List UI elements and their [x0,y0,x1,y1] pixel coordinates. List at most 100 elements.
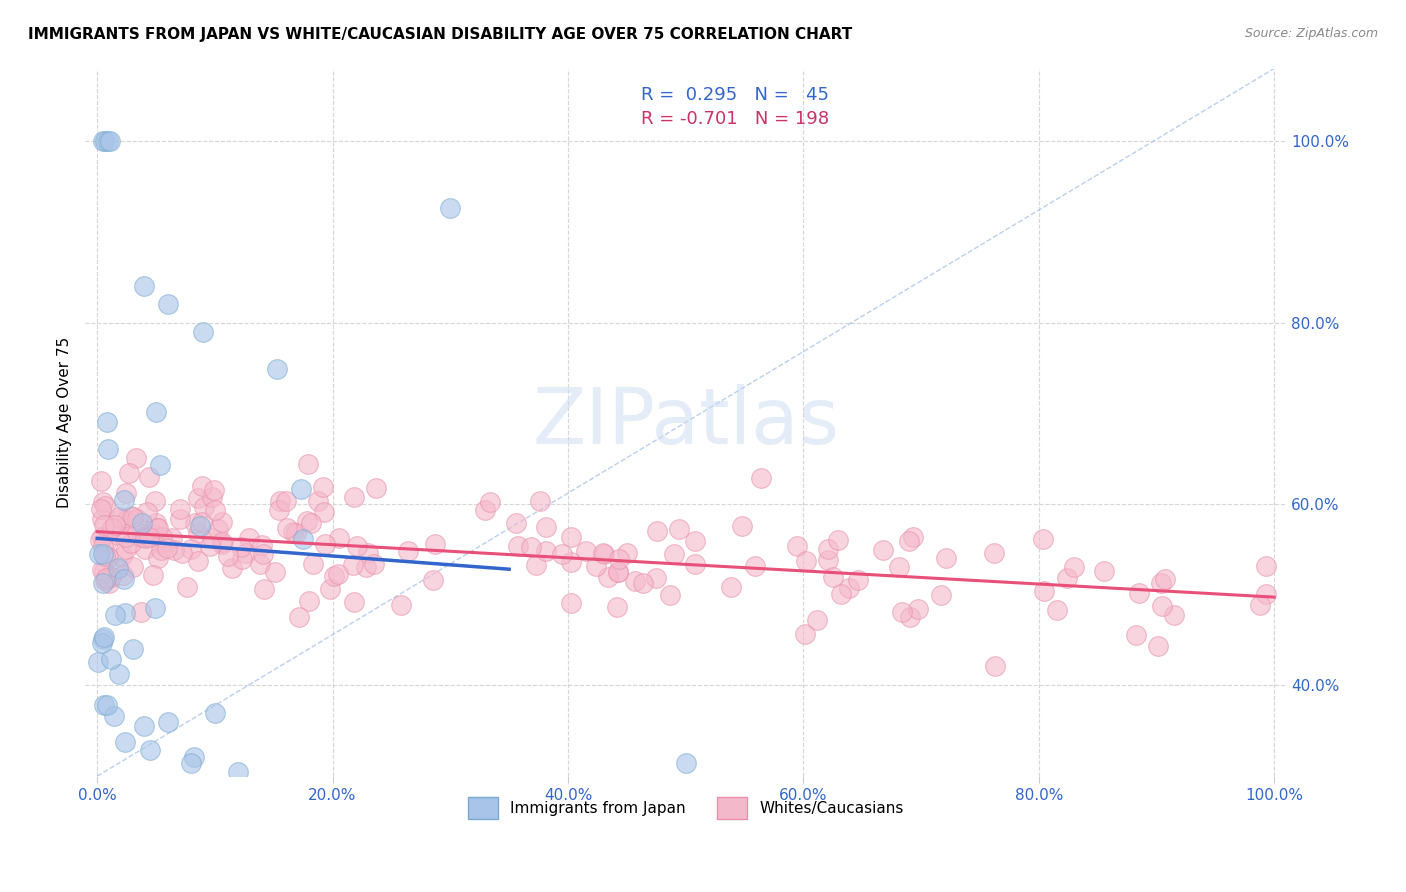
Point [97,442,120,456]
Point [149,458,172,472]
Point [534,520,557,534]
Point [135,527,157,541]
Point [264,565,287,579]
Point [101,521,124,535]
Text: R = -0.701   N = 198: R = -0.701 N = 198 [641,111,830,128]
Point [150,530,173,544]
Point [363,557,385,571]
Point [314,537,336,551]
Point [238,531,260,545]
Point [180,756,202,770]
Point [97,569,120,583]
Point [134,531,156,545]
Point [297,514,319,528]
Point [156,297,179,311]
Point [100,652,122,666]
Point [281,524,304,539]
Point [145,516,167,531]
Point [180,541,202,556]
Point [342,491,364,505]
Point [806,613,828,627]
Point [231,552,253,566]
Point [1092,565,1115,579]
Point [290,482,312,496]
Point [319,582,342,596]
Point [1056,571,1078,585]
Point [103,708,125,723]
Point [929,588,952,602]
Point [585,559,607,574]
Point [872,543,894,558]
Point [89,533,111,548]
Point [830,587,852,601]
Point [983,546,1005,560]
Point [91,632,114,646]
Point [506,539,529,553]
Point [96,416,118,430]
Point [846,574,869,588]
Point [631,576,654,591]
Point [93,499,115,513]
Point [93,698,115,712]
Point [111,549,134,563]
Point [439,201,461,215]
Point [897,534,920,549]
Point [253,582,276,596]
Point [1125,628,1147,642]
Point [156,541,179,555]
Point [1063,559,1085,574]
Point [94,571,117,585]
Point [131,605,153,619]
Point [662,547,685,561]
Point [817,541,839,556]
Point [198,539,221,553]
Point [794,627,817,641]
Point [720,580,742,594]
Point [235,546,257,560]
Point [827,533,849,548]
Point [91,134,114,148]
Point [907,602,929,616]
Point [115,530,138,544]
Point [731,519,754,533]
Point [108,510,131,524]
Point [107,560,129,574]
Point [138,743,160,757]
Point [794,554,817,568]
Point [90,563,112,577]
Point [136,504,159,518]
Point [90,501,112,516]
Point [146,521,169,535]
Point [134,542,156,557]
Point [134,279,156,293]
Point [817,552,839,566]
Point [596,570,619,584]
Point [207,522,229,536]
Point [94,549,117,563]
Point [623,574,645,588]
Point [276,521,298,535]
Point [364,481,387,495]
Point [354,559,377,574]
Text: Source: ZipAtlas.com: Source: ZipAtlas.com [1244,27,1378,40]
Point [190,479,212,493]
Point [120,509,142,524]
Point [187,525,209,540]
Point [125,450,148,465]
Point [606,565,628,579]
Point [93,630,115,644]
Point [145,405,167,419]
Point [125,512,148,526]
Point [551,548,574,562]
Point [94,134,117,148]
Point [131,516,153,530]
Point [357,546,380,560]
Point [560,555,582,569]
Point [211,534,233,549]
Point [529,494,551,508]
Point [96,698,118,713]
Point [935,550,957,565]
Point [204,706,226,720]
Point [138,470,160,484]
Point [211,537,233,551]
